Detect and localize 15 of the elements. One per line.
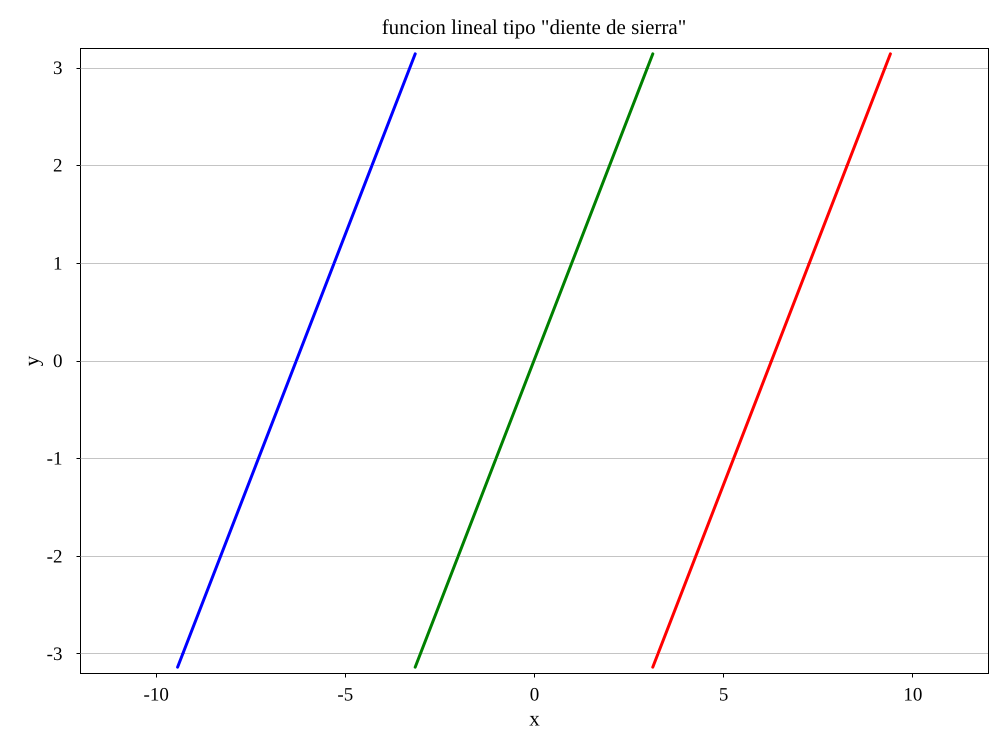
y-tick-label: -3 — [46, 644, 62, 665]
x-tick-label: 5 — [718, 684, 728, 706]
y-tick-label: 1 — [53, 253, 62, 274]
y-axis-title: y — [20, 355, 44, 366]
chart-title: funcion lineal tipo "diente de sierra" — [382, 15, 686, 39]
y-tick-label: -2 — [46, 546, 62, 568]
x-tick-label: 10 — [903, 684, 922, 706]
x-tick-label: 0 — [530, 684, 540, 706]
x-tick-label: -10 — [144, 684, 169, 706]
y-tick-label: 3 — [53, 58, 62, 80]
x-tick-label: -5 — [337, 684, 354, 706]
x-axis-title: x — [529, 706, 540, 730]
y-tick-label: 2 — [53, 156, 62, 177]
y-tick-label: -1 — [46, 448, 62, 470]
y-tick-label: 0 — [53, 351, 62, 372]
